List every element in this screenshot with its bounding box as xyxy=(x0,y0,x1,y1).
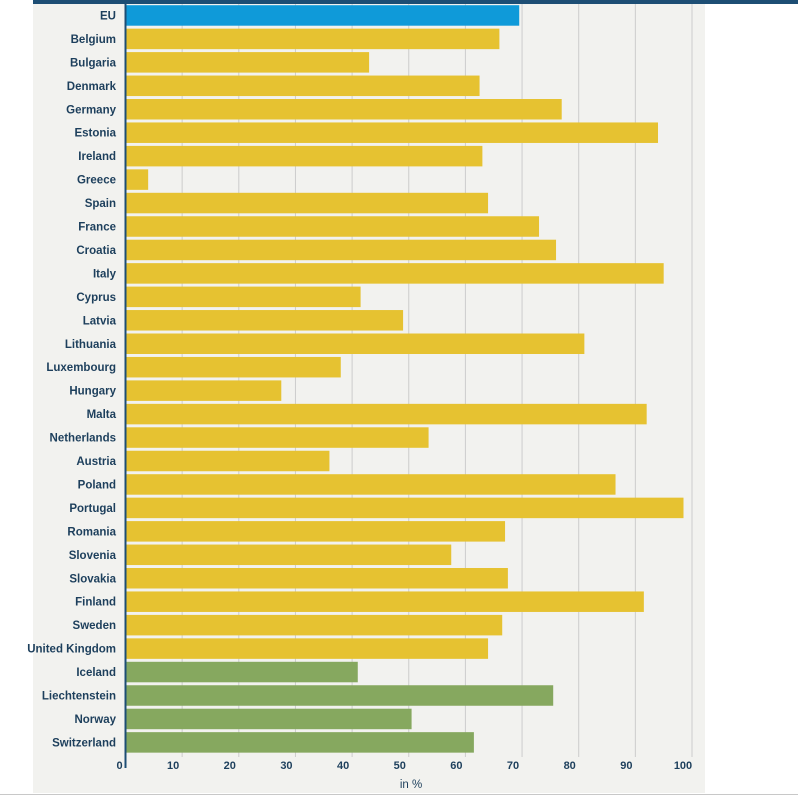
category-label: Greece xyxy=(77,175,116,187)
x-tick-labels: 0 10 20 30 40 50 60 70 80 90 100 xyxy=(116,760,692,772)
x-tick-label: 70 xyxy=(507,760,519,772)
bar-romania xyxy=(125,521,506,542)
bar-italy xyxy=(125,263,664,284)
category-label: Croatia xyxy=(76,245,116,257)
category-label: Lithuania xyxy=(65,339,117,351)
bar-lithuania xyxy=(125,333,585,354)
category-label: Romania xyxy=(67,526,116,538)
category-label: Finland xyxy=(75,597,116,609)
bar-slovenia xyxy=(125,544,452,566)
category-label: Cyprus xyxy=(76,292,116,304)
category-label: Estonia xyxy=(74,128,116,140)
category-label: Liechtenstein xyxy=(42,691,116,703)
category-label: Switzerland xyxy=(52,737,116,749)
bar-switzerland xyxy=(125,732,474,753)
category-label: Belgium xyxy=(71,34,116,46)
category-label: Austria xyxy=(76,456,116,468)
bar-sweden xyxy=(125,614,503,636)
category-label: Italy xyxy=(93,268,117,280)
top-border xyxy=(33,0,798,4)
category-label: Sweden xyxy=(73,620,116,632)
category-label: Denmark xyxy=(67,81,117,93)
category-label: Netherlands xyxy=(50,433,116,445)
bar-slovakia xyxy=(125,568,508,589)
bar-croatia xyxy=(125,239,557,261)
bar-iceland xyxy=(125,661,358,683)
category-label: Slovakia xyxy=(69,573,116,585)
bar-netherlands xyxy=(125,427,429,448)
bar-spain xyxy=(125,192,489,214)
category-label: EU xyxy=(100,10,116,22)
bar-belgium xyxy=(125,28,500,50)
x-tick-label: 60 xyxy=(450,760,462,772)
category-label: Malta xyxy=(87,409,117,421)
bar-malta xyxy=(125,403,647,425)
bar-france xyxy=(125,216,540,237)
x-tick-label: 90 xyxy=(620,760,632,772)
bar-luxembourg xyxy=(125,356,341,378)
category-labels: EU Belgium Bulgaria Denmark Germany Estonia Ir… xyxy=(27,10,116,749)
bar-poland xyxy=(125,474,616,495)
category-label: Germany xyxy=(66,104,116,116)
category-label: Latvia xyxy=(83,315,117,327)
bar-liechtenstein xyxy=(125,685,554,706)
category-label: Portugal xyxy=(69,503,116,515)
x-axis-label: in % xyxy=(400,779,422,791)
category-label: Hungary xyxy=(69,386,116,398)
category-label: Bulgaria xyxy=(70,57,117,69)
category-label: Slovenia xyxy=(69,550,117,562)
bar-united-kingdom xyxy=(125,638,489,659)
bar-greece xyxy=(125,169,149,190)
x-tick-label: 100 xyxy=(674,760,692,772)
category-label: Poland xyxy=(78,479,116,491)
category-label: Luxembourg xyxy=(46,362,116,374)
bar-latvia xyxy=(125,310,404,331)
bar-portugal xyxy=(125,497,684,519)
bar-bulgaria xyxy=(125,52,370,73)
category-label: Norway xyxy=(74,714,116,726)
bar-finland xyxy=(125,591,644,612)
bar-estonia xyxy=(125,122,659,143)
x-tick-label: 40 xyxy=(337,760,349,772)
bar-ireland xyxy=(125,145,483,167)
category-label: Spain xyxy=(85,198,116,210)
bar-eu xyxy=(125,5,520,26)
bar-denmark xyxy=(125,75,480,97)
x-tick-label: 30 xyxy=(280,760,292,772)
category-label: Ireland xyxy=(78,151,116,163)
bar-norway xyxy=(125,708,412,730)
category-label: France xyxy=(78,222,116,234)
bottom-divider xyxy=(0,794,798,795)
x-tick-label: 50 xyxy=(394,760,406,772)
bar-austria xyxy=(125,450,330,472)
category-label: Iceland xyxy=(76,667,116,679)
bar-cyprus xyxy=(125,286,361,308)
x-tick-label: 10 xyxy=(167,760,179,772)
x-tick-label: 0 xyxy=(116,760,122,772)
bar-germany xyxy=(125,99,562,120)
bar-hungary xyxy=(125,380,282,401)
x-tick-label: 80 xyxy=(564,760,576,772)
x-tick-label: 20 xyxy=(224,760,236,772)
bars xyxy=(125,5,684,753)
category-label: United Kingdom xyxy=(27,644,116,656)
